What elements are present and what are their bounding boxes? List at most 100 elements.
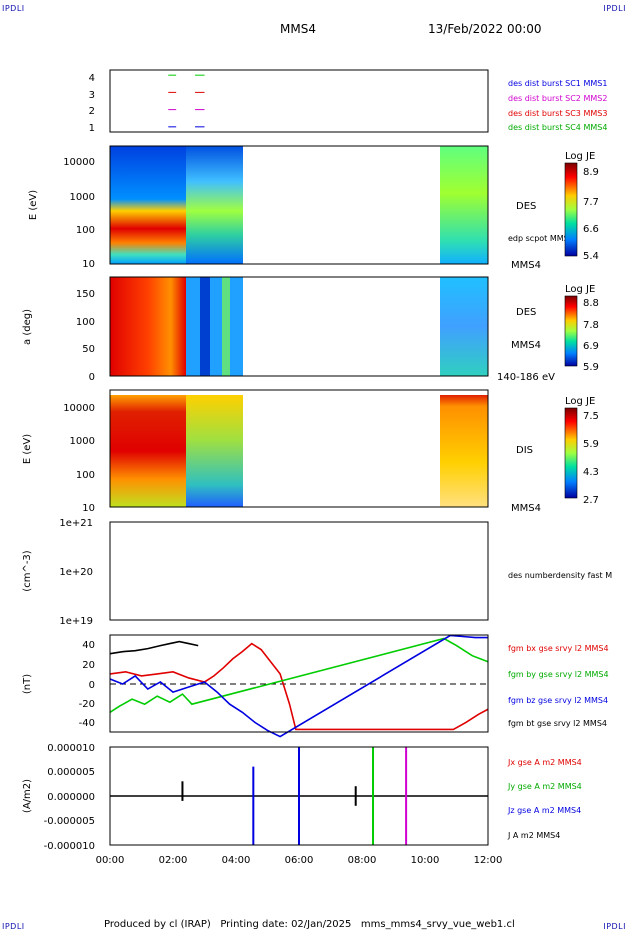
bfield-line-2 [109,637,489,713]
des-pitch-range: 140-186 eV [497,372,555,383]
xtick-1200: 12:00 [474,855,503,866]
dis-energy-instrument: DIS [516,445,533,456]
current-legend-jz: Jz gse A m2 MMS4 [507,806,581,815]
footer-credit: Produced by cl (IRAP) Printing date: 02/… [104,919,515,930]
xtick-1000: 10:00 [411,855,440,866]
des-pitch-ytick-150: 150 [76,289,95,300]
des-pitch-cbar-tick-2: 7.8 [583,320,599,331]
density-ytick-1e21: 1e+21 [59,518,93,529]
des-pitch-cbar-tick-4: 5.9 [583,362,599,373]
xtick-0400: 04:00 [222,855,251,866]
des-pitch-block-2b [200,277,210,376]
des-energy-cbar-tick-3: 6.6 [583,224,599,235]
panel-des-pitch: 150 100 50 0 a (deg) DES MMS4 140-186 eV… [22,276,599,383]
dis-energy-ytick-10: 10 [82,503,95,514]
xtick-0000: 00:00 [96,855,125,866]
current-legend-jy: Jy gse A m2 MMS4 [507,782,582,791]
panel-des-energy-frame [109,145,489,265]
des-pitch-colorbar [564,295,578,367]
bfield-ytick-20: 20 [82,660,95,671]
panel-current-frame [109,746,489,846]
des-pitch-ylabel: a (deg) [22,309,33,345]
current-legend-j: J A m2 MMS4 [507,831,560,840]
des-energy-instrument: DES [516,201,536,212]
xtick-0800: 08:00 [348,855,377,866]
panel-density: 1e+21 1e+20 1e+19 (cm^-3) des numberdens… [22,518,612,627]
des-pitch-block-3 [440,277,488,376]
current-ytick-p5: 0.000005 [47,767,95,778]
density-ytick-1e19: 1e+19 [59,616,93,627]
xtick-0200: 02:00 [159,855,188,866]
des-pitch-block-2c [222,277,230,376]
bfield-ytick-40: 40 [82,640,95,651]
panel-dis-energy: 10000 1000 100 10 E (eV) DIS MMS4 Log JE… [22,389,599,514]
des-pitch-ytick-50: 50 [82,344,95,355]
des-energy-colorbar [564,162,578,257]
density-legend-1: des numberdensity fast M [508,571,612,580]
burst-ytick-4: 4 [89,73,95,84]
panel-des-energy: 10000 1000 100 10 E (eV) DES edp scpot M… [28,145,599,271]
burst-legend-3: des dist burst SC3 MMS3 [508,109,607,118]
dis-energy-block-3 [440,395,488,507]
des-pitch-cbar-tick-1: 8.8 [583,298,599,309]
dis-energy-cbar-tick-3: 4.3 [583,467,599,478]
des-energy-ytick-1000: 1000 [70,192,95,203]
bfield-ytick-0: 0 [89,680,95,691]
des-energy-block-3 [440,146,488,264]
xtick-0600: 06:00 [285,855,314,866]
bfield-ytick-m20: -20 [79,699,95,710]
panel-burst: 4 3 2 1 des dist burst SC1 MMS1 des dist… [89,69,607,134]
burst-ytick-2: 2 [89,106,95,117]
bfield-legend-by: fgm by gse srvy l2 MMS4 [508,670,609,679]
dis-energy-cbar-tick-1: 7.5 [583,411,599,422]
bfield-line-3 [109,634,488,738]
bfield-ytick-m40: -40 [79,718,95,729]
des-energy-ytick-10: 10 [82,259,95,270]
panel-burst-frame [109,69,489,133]
des-energy-ylabel: E (eV) [28,190,39,220]
dis-energy-colorbar-title: Log JE [565,396,595,407]
des-energy-ytick-100: 100 [76,225,95,236]
des-energy-sc: MMS4 [511,260,541,271]
bfield-legend-bt: fgm bt gse srvy l2 MMS4 [508,719,607,728]
corner-label-top-left: IPDLI [2,4,25,13]
dis-energy-ytick-10000: 10000 [63,403,95,414]
des-energy-block-1 [110,146,186,264]
des-pitch-block-1 [110,277,186,376]
burst-legend-2: des dist burst SC2 MMS2 [508,94,607,103]
current-ytick-m5: -0.000005 [44,816,95,827]
des-energy-block-2 [186,146,243,264]
des-pitch-ytick-0: 0 [89,372,95,383]
panel-des-pitch-frame [109,276,489,377]
date-title: 13/Feb/2022 00:00 [428,22,542,36]
corner-label-bottom-right: IPDLI [603,922,626,931]
current-legend-jx: Jx gse A m2 MMS4 [507,758,582,767]
dis-energy-ytick-100: 100 [76,470,95,481]
des-energy-ytick-10000: 10000 [63,157,95,168]
des-pitch-sc: MMS4 [511,340,541,351]
dis-energy-block-2 [186,395,243,507]
bfield-legend-bz: fgm bz gse srvy l2 MMS4 [508,696,608,705]
dis-energy-sc: MMS4 [511,503,541,514]
dis-energy-cbar-tick-2: 5.9 [583,439,599,450]
dis-energy-colorbar [564,407,578,499]
bfield-line-0 [109,640,199,655]
burst-legend-1: des dist burst SC1 MMS1 [508,79,607,88]
dis-energy-ytick-1000: 1000 [70,436,95,447]
des-pitch-cbar-tick-3: 6.9 [583,341,599,352]
x-axis: 00:00 02:00 04:00 06:00 08:00 10:00 12:0… [96,855,503,866]
des-energy-cbar-tick-2: 7.7 [583,197,599,208]
burst-legend-4: des dist burst SC4 MMS4 [508,123,607,132]
current-ytick-m10: -0.000010 [44,841,95,852]
panel-current: 0.000010 0.000005 0.000000 -0.000005 -0.… [22,743,582,852]
current-ylabel: (A/m2) [22,779,33,813]
density-ylabel: (cm^-3) [22,550,33,591]
des-pitch-colorbar-title: Log JE [565,284,595,295]
panel-bfield-frame [109,634,489,733]
panel-density-frame [109,521,489,621]
corner-label-top-right: IPDLI [603,4,626,13]
bfield-line-1 [109,642,489,731]
density-ytick-1e20: 1e+20 [59,567,93,578]
dis-energy-ylabel: E (eV) [22,434,33,464]
